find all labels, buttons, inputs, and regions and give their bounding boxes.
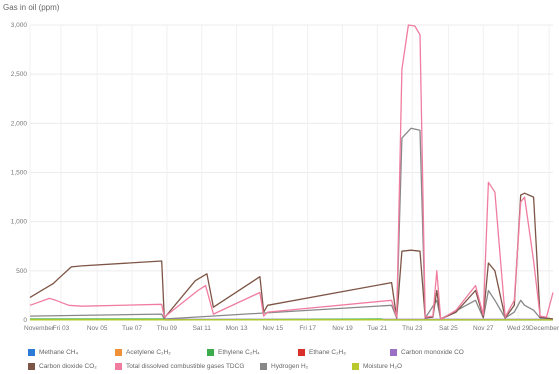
y-axis-title: Gas in oil (ppm) [3,3,60,12]
series-line [29,24,554,320]
legend-swatch [115,348,122,356]
legend-label: Hydrogen H₂ [271,362,309,370]
x-tick-label: Fri 03 [53,325,70,332]
y-tick-label: 2,500 [11,71,28,78]
y-tick-label: 1,500 [11,170,28,177]
legend-label: Carbon monoxide CO [401,348,464,356]
x-tick-label: Nov 05 [87,325,108,332]
x-tick-label: Nov 27 [473,325,494,332]
legend-item[interactable]: Ethylene C₂H₄ [207,348,298,356]
legend-label: Ethylene C₂H₄ [218,348,260,356]
y-tick-label: 3,000 [11,22,28,29]
legend-swatch [28,348,35,356]
legend-swatch [260,362,267,370]
x-tick-label: Thu 09 [157,325,178,332]
y-tick-label: 0 [23,317,27,324]
grid-lines [29,24,553,321]
series-lines [29,24,554,321]
legend-item[interactable]: Carbon monoxide CO [390,348,510,356]
y-tick-label: 1,000 [11,219,28,226]
legend-swatch [207,348,214,356]
x-tick-label: Nov 15 [262,325,283,332]
legend-label: Methane CH₄ [39,348,79,356]
legend-item[interactable]: Moisture H₂O [352,362,453,370]
legend-swatch [390,348,397,356]
x-tick-label: Sat 11 [193,325,212,332]
legend-item[interactable]: Acetylene C₂H₂ [115,348,207,356]
legend-swatch [298,348,305,356]
legend-item[interactable]: Methane CH₄ [28,348,115,356]
legend-item[interactable]: Carbon dioxide CO₂ [28,362,115,370]
x-tick-label: November [24,325,55,332]
legend-label: Carbon dioxide CO₂ [39,362,97,370]
x-tick-label: Mon 13 [226,325,248,332]
legend-swatch [28,362,35,370]
legend-swatch [115,362,122,370]
legend-label: Ethane C₂H₆ [309,348,346,356]
x-tick-label: Tue 07 [122,325,142,332]
series-line [29,127,554,320]
legend-item[interactable]: Ethane C₂H₆ [298,348,390,356]
x-tick-label: Sat 25 [439,325,458,332]
legend-swatch [352,362,359,370]
legend-label: Acetylene C₂H₂ [126,348,171,356]
y-tick-label: 2,000 [11,120,28,127]
y-axis: 0 500 1,000 1,500 2,000 2,500 3,000 [11,22,28,324]
y-tick-label: 500 [16,268,27,275]
x-tick-label: Thu 23 [402,325,423,332]
x-tick-label: December [529,325,559,332]
legend: Methane CH₄ Acetylene C₂H₂ Ethylene C₂H₄ Et… [28,345,553,373]
legend-item[interactable]: Hydrogen H₂ [260,362,352,370]
x-tick-label: Nov 19 [332,325,353,332]
legend-label: Moisture H₂O [363,362,403,370]
x-tick-label: Tue 21 [367,325,387,332]
x-tick-label: Fri 17 [299,325,316,332]
legend-label: Total dissolved combustible gases TDCG [126,362,245,370]
legend-item[interactable]: Total dissolved combustible gases TDCG [115,362,260,370]
x-tick-label: Wed 29 [507,325,530,332]
